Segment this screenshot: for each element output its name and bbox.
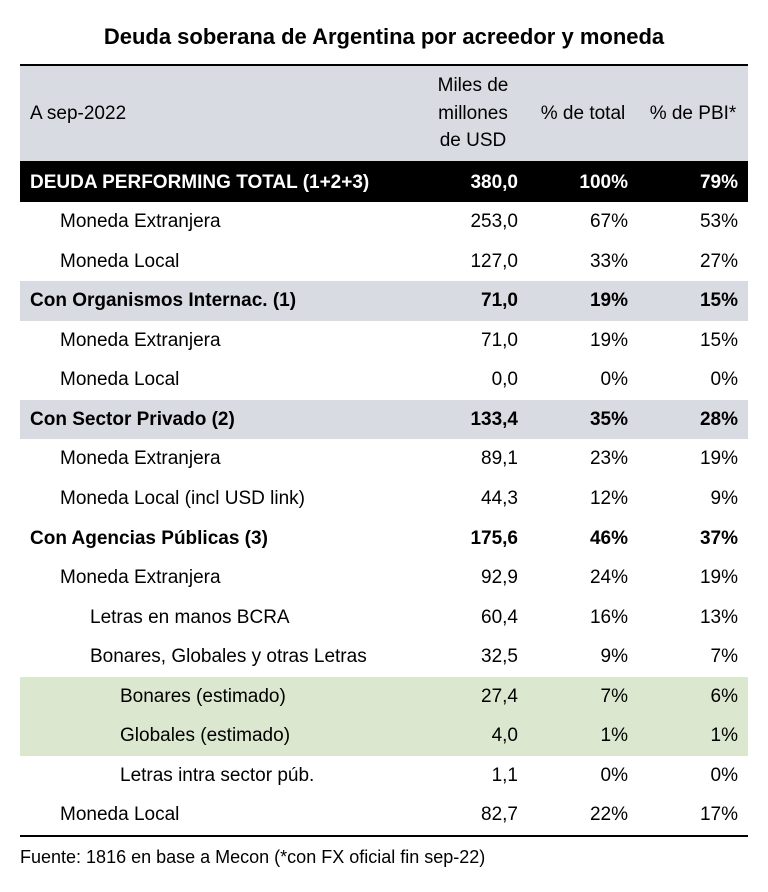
row-pct_pbi: 79% — [638, 162, 748, 203]
row-pct_total: 23% — [528, 439, 638, 479]
table-row: Moneda Local127,033%27% — [20, 242, 748, 282]
row-usd: 27,4 — [418, 677, 528, 717]
row-pct_pbi: 7% — [638, 637, 748, 677]
row-pct_total: 67% — [528, 202, 638, 242]
table-row: Moneda Extranjera253,067%53% — [20, 202, 748, 242]
row-pct_pbi: 27% — [638, 242, 748, 282]
row-pct_pbi: 0% — [638, 360, 748, 400]
row-label: Globales (estimado) — [20, 716, 418, 756]
row-pct_total: 1% — [528, 716, 638, 756]
row-label: Moneda Extranjera — [20, 202, 418, 242]
header-asof: A sep-2022 — [20, 65, 418, 162]
row-usd: 92,9 — [418, 558, 528, 598]
row-label: Moneda Local — [20, 242, 418, 282]
row-pct_total: 35% — [528, 400, 638, 440]
source-note: Fuente: 1816 en base a Mecon (*con FX of… — [20, 847, 748, 868]
table-row: DEUDA PERFORMING TOTAL (1+2+3)380,0100%7… — [20, 162, 748, 203]
row-label: Moneda Local — [20, 360, 418, 400]
row-pct_pbi: 17% — [638, 795, 748, 836]
row-pct_total: 7% — [528, 677, 638, 717]
table-row: Letras en manos BCRA60,416%13% — [20, 598, 748, 638]
row-usd: 133,4 — [418, 400, 528, 440]
row-pct_total: 12% — [528, 479, 638, 519]
header-col-pct-total: % de total — [528, 65, 638, 162]
row-label: Moneda Local (incl USD link) — [20, 479, 418, 519]
table-row: Bonares, Globales y otras Letras32,59%7% — [20, 637, 748, 677]
row-label: Con Agencias Públicas (3) — [20, 519, 418, 559]
row-label: Bonares, Globales y otras Letras — [20, 637, 418, 677]
row-pct_pbi: 13% — [638, 598, 748, 638]
table-row: Moneda Local82,722%17% — [20, 795, 748, 836]
table-header-row: A sep-2022 Miles de millones de USD % de… — [20, 65, 748, 162]
row-pct_pbi: 37% — [638, 519, 748, 559]
row-pct_total: 22% — [528, 795, 638, 836]
row-usd: 60,4 — [418, 598, 528, 638]
row-pct_total: 0% — [528, 756, 638, 796]
row-pct_pbi: 28% — [638, 400, 748, 440]
row-usd: 0,0 — [418, 360, 528, 400]
row-usd: 82,7 — [418, 795, 528, 836]
row-usd: 127,0 — [418, 242, 528, 282]
row-label: Letras en manos BCRA — [20, 598, 418, 638]
row-pct_pbi: 19% — [638, 558, 748, 598]
table-title: Deuda soberana de Argentina por acreedor… — [20, 24, 748, 50]
row-pct_total: 100% — [528, 162, 638, 203]
row-label: Letras intra sector púb. — [20, 756, 418, 796]
table-row: Con Sector Privado (2)133,435%28% — [20, 400, 748, 440]
table-row: Moneda Local0,00%0% — [20, 360, 748, 400]
row-usd: 71,0 — [418, 281, 528, 321]
table-row: Con Organismos Internac. (1)71,019%15% — [20, 281, 748, 321]
row-pct_total: 19% — [528, 321, 638, 361]
row-pct_total: 33% — [528, 242, 638, 282]
table-row: Moneda Extranjera71,019%15% — [20, 321, 748, 361]
row-pct_total: 16% — [528, 598, 638, 638]
header-col-usd: Miles de millones de USD — [418, 65, 528, 162]
row-pct_total: 19% — [528, 281, 638, 321]
table-row: Moneda Extranjera89,123%19% — [20, 439, 748, 479]
row-pct_pbi: 6% — [638, 677, 748, 717]
row-label: Moneda Extranjera — [20, 439, 418, 479]
row-pct_pbi: 0% — [638, 756, 748, 796]
row-usd: 32,5 — [418, 637, 528, 677]
row-pct_total: 9% — [528, 637, 638, 677]
row-usd: 1,1 — [418, 756, 528, 796]
row-usd: 71,0 — [418, 321, 528, 361]
row-pct_total: 24% — [528, 558, 638, 598]
row-pct_total: 0% — [528, 360, 638, 400]
debt-table: A sep-2022 Miles de millones de USD % de… — [20, 64, 748, 837]
row-pct_pbi: 19% — [638, 439, 748, 479]
row-label: DEUDA PERFORMING TOTAL (1+2+3) — [20, 162, 418, 203]
row-usd: 89,1 — [418, 439, 528, 479]
row-usd: 253,0 — [418, 202, 528, 242]
row-pct_pbi: 53% — [638, 202, 748, 242]
table-row: Letras intra sector púb.1,10%0% — [20, 756, 748, 796]
row-usd: 44,3 — [418, 479, 528, 519]
table-row: Globales (estimado)4,01%1% — [20, 716, 748, 756]
table-row: Moneda Extranjera92,924%19% — [20, 558, 748, 598]
row-pct_pbi: 1% — [638, 716, 748, 756]
row-usd: 4,0 — [418, 716, 528, 756]
header-col-pct-pbi: % de PBI* — [638, 65, 748, 162]
row-usd: 175,6 — [418, 519, 528, 559]
table-row: Moneda Local (incl USD link)44,312%9% — [20, 479, 748, 519]
row-label: Con Organismos Internac. (1) — [20, 281, 418, 321]
row-usd: 380,0 — [418, 162, 528, 203]
row-pct_pbi: 9% — [638, 479, 748, 519]
table-row: Con Agencias Públicas (3)175,646%37% — [20, 519, 748, 559]
row-label: Con Sector Privado (2) — [20, 400, 418, 440]
row-pct_pbi: 15% — [638, 321, 748, 361]
row-label: Moneda Local — [20, 795, 418, 836]
row-label: Moneda Extranjera — [20, 321, 418, 361]
row-label: Moneda Extranjera — [20, 558, 418, 598]
row-pct_pbi: 15% — [638, 281, 748, 321]
row-label: Bonares (estimado) — [20, 677, 418, 717]
row-pct_total: 46% — [528, 519, 638, 559]
table-row: Bonares (estimado)27,47%6% — [20, 677, 748, 717]
